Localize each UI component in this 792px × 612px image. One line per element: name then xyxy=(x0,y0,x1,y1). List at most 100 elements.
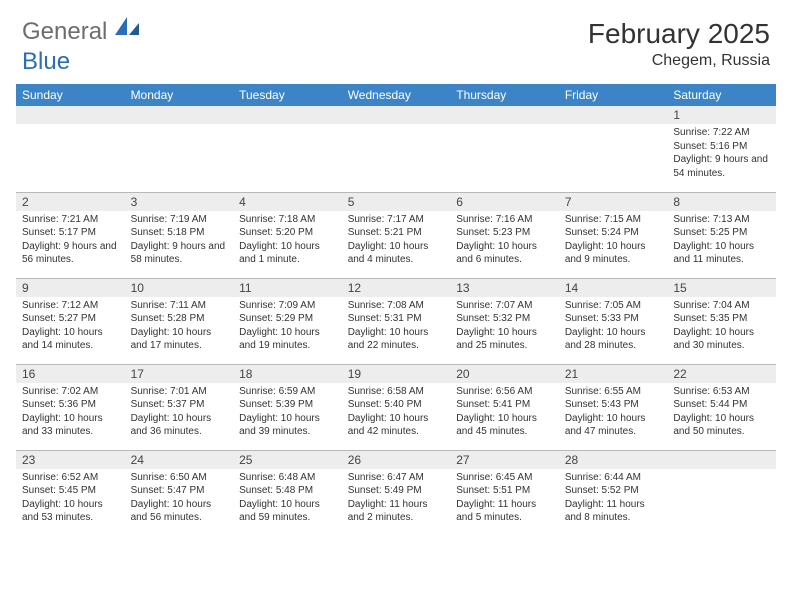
day-info: Sunrise: 7:11 AMSunset: 5:28 PMDaylight:… xyxy=(125,297,234,357)
week-row: 23Sunrise: 6:52 AMSunset: 5:45 PMDayligh… xyxy=(16,450,776,536)
day-number: 24 xyxy=(125,451,234,469)
day-info: Sunrise: 7:08 AMSunset: 5:31 PMDaylight:… xyxy=(342,297,451,357)
day-number: 6 xyxy=(450,193,559,211)
day-info: Sunrise: 6:47 AMSunset: 5:49 PMDaylight:… xyxy=(342,469,451,529)
day-cell: . xyxy=(233,106,342,192)
day-cell: 5Sunrise: 7:17 AMSunset: 5:21 PMDaylight… xyxy=(342,192,451,278)
day-cell: 19Sunrise: 6:58 AMSunset: 5:40 PMDayligh… xyxy=(342,364,451,450)
day-number: 1 xyxy=(667,106,776,124)
day-info: Sunrise: 7:13 AMSunset: 5:25 PMDaylight:… xyxy=(667,211,776,271)
day-header: Tuesday xyxy=(233,84,342,106)
day-cell: 11Sunrise: 7:09 AMSunset: 5:29 PMDayligh… xyxy=(233,278,342,364)
day-number: . xyxy=(125,106,234,124)
day-number: 15 xyxy=(667,279,776,297)
day-cell: 9Sunrise: 7:12 AMSunset: 5:27 PMDaylight… xyxy=(16,278,125,364)
logo-sail-icon xyxy=(113,15,141,42)
day-cell: . xyxy=(450,106,559,192)
day-info: Sunrise: 6:56 AMSunset: 5:41 PMDaylight:… xyxy=(450,383,559,443)
day-cell: . xyxy=(667,450,776,536)
day-cell: 21Sunrise: 6:55 AMSunset: 5:43 PMDayligh… xyxy=(559,364,668,450)
day-number: 25 xyxy=(233,451,342,469)
day-info: Sunrise: 7:05 AMSunset: 5:33 PMDaylight:… xyxy=(559,297,668,357)
day-cell: 25Sunrise: 6:48 AMSunset: 5:48 PMDayligh… xyxy=(233,450,342,536)
day-number: 13 xyxy=(450,279,559,297)
header: General February 2025 Chegem, Russia xyxy=(0,0,792,78)
day-cell: 15Sunrise: 7:04 AMSunset: 5:35 PMDayligh… xyxy=(667,278,776,364)
logo-text-general: General xyxy=(22,18,107,46)
day-cell: . xyxy=(559,106,668,192)
day-header: Monday xyxy=(125,84,234,106)
day-cell: 24Sunrise: 6:50 AMSunset: 5:47 PMDayligh… xyxy=(125,450,234,536)
week-row: ......1Sunrise: 7:22 AMSunset: 5:16 PMDa… xyxy=(16,106,776,192)
week-row: 2Sunrise: 7:21 AMSunset: 5:17 PMDaylight… xyxy=(16,192,776,278)
day-cell: . xyxy=(16,106,125,192)
day-number: 8 xyxy=(667,193,776,211)
calendar-table: Sunday Monday Tuesday Wednesday Thursday… xyxy=(16,84,776,536)
day-header: Friday xyxy=(559,84,668,106)
month-year: February 2025 xyxy=(588,18,770,50)
day-info: Sunrise: 6:44 AMSunset: 5:52 PMDaylight:… xyxy=(559,469,668,529)
logo-text-blue: Blue xyxy=(22,48,70,75)
week-row: 9Sunrise: 7:12 AMSunset: 5:27 PMDaylight… xyxy=(16,278,776,364)
location: Chegem, Russia xyxy=(588,52,770,70)
day-number: 28 xyxy=(559,451,668,469)
day-number: 4 xyxy=(233,193,342,211)
day-info: Sunrise: 6:55 AMSunset: 5:43 PMDaylight:… xyxy=(559,383,668,443)
day-cell: 4Sunrise: 7:18 AMSunset: 5:20 PMDaylight… xyxy=(233,192,342,278)
day-cell: 7Sunrise: 7:15 AMSunset: 5:24 PMDaylight… xyxy=(559,192,668,278)
day-header: Wednesday xyxy=(342,84,451,106)
day-cell: 28Sunrise: 6:44 AMSunset: 5:52 PMDayligh… xyxy=(559,450,668,536)
week-row: 16Sunrise: 7:02 AMSunset: 5:36 PMDayligh… xyxy=(16,364,776,450)
day-cell: 13Sunrise: 7:07 AMSunset: 5:32 PMDayligh… xyxy=(450,278,559,364)
day-info: Sunrise: 7:07 AMSunset: 5:32 PMDaylight:… xyxy=(450,297,559,357)
day-number: 17 xyxy=(125,365,234,383)
day-info: Sunrise: 6:50 AMSunset: 5:47 PMDaylight:… xyxy=(125,469,234,529)
day-info: Sunrise: 7:19 AMSunset: 5:18 PMDaylight:… xyxy=(125,211,234,271)
day-cell: 27Sunrise: 6:45 AMSunset: 5:51 PMDayligh… xyxy=(450,450,559,536)
day-number: 27 xyxy=(450,451,559,469)
day-cell: 23Sunrise: 6:52 AMSunset: 5:45 PMDayligh… xyxy=(16,450,125,536)
day-info: Sunrise: 7:21 AMSunset: 5:17 PMDaylight:… xyxy=(16,211,125,271)
day-number: 12 xyxy=(342,279,451,297)
day-number: . xyxy=(342,106,451,124)
day-cell: 2Sunrise: 7:21 AMSunset: 5:17 PMDaylight… xyxy=(16,192,125,278)
day-number: 5 xyxy=(342,193,451,211)
day-info: Sunrise: 6:52 AMSunset: 5:45 PMDaylight:… xyxy=(16,469,125,529)
day-cell: 12Sunrise: 7:08 AMSunset: 5:31 PMDayligh… xyxy=(342,278,451,364)
day-info: Sunrise: 7:09 AMSunset: 5:29 PMDaylight:… xyxy=(233,297,342,357)
day-cell: 1Sunrise: 7:22 AMSunset: 5:16 PMDaylight… xyxy=(667,106,776,192)
day-number: . xyxy=(233,106,342,124)
day-header-row: Sunday Monday Tuesday Wednesday Thursday… xyxy=(16,84,776,106)
day-number: 10 xyxy=(125,279,234,297)
day-info: Sunrise: 6:53 AMSunset: 5:44 PMDaylight:… xyxy=(667,383,776,443)
day-header: Saturday xyxy=(667,84,776,106)
day-cell: 17Sunrise: 7:01 AMSunset: 5:37 PMDayligh… xyxy=(125,364,234,450)
day-info: Sunrise: 7:16 AMSunset: 5:23 PMDaylight:… xyxy=(450,211,559,271)
day-cell: . xyxy=(125,106,234,192)
day-info: Sunrise: 7:17 AMSunset: 5:21 PMDaylight:… xyxy=(342,211,451,271)
day-number: 19 xyxy=(342,365,451,383)
day-cell: 6Sunrise: 7:16 AMSunset: 5:23 PMDaylight… xyxy=(450,192,559,278)
day-number: . xyxy=(450,106,559,124)
day-info: Sunrise: 7:15 AMSunset: 5:24 PMDaylight:… xyxy=(559,211,668,271)
day-info: Sunrise: 6:59 AMSunset: 5:39 PMDaylight:… xyxy=(233,383,342,443)
day-number: 16 xyxy=(16,365,125,383)
day-cell: 8Sunrise: 7:13 AMSunset: 5:25 PMDaylight… xyxy=(667,192,776,278)
day-number: 20 xyxy=(450,365,559,383)
day-cell: 14Sunrise: 7:05 AMSunset: 5:33 PMDayligh… xyxy=(559,278,668,364)
day-info: Sunrise: 7:18 AMSunset: 5:20 PMDaylight:… xyxy=(233,211,342,271)
day-cell: 20Sunrise: 6:56 AMSunset: 5:41 PMDayligh… xyxy=(450,364,559,450)
day-number: 26 xyxy=(342,451,451,469)
day-number: . xyxy=(16,106,125,124)
day-cell: . xyxy=(342,106,451,192)
day-number: 14 xyxy=(559,279,668,297)
day-info: Sunrise: 7:02 AMSunset: 5:36 PMDaylight:… xyxy=(16,383,125,443)
day-info: Sunrise: 6:58 AMSunset: 5:40 PMDaylight:… xyxy=(342,383,451,443)
day-number: 11 xyxy=(233,279,342,297)
logo: General xyxy=(22,18,143,46)
day-number: 22 xyxy=(667,365,776,383)
day-info: Sunrise: 7:12 AMSunset: 5:27 PMDaylight:… xyxy=(16,297,125,357)
day-number: 23 xyxy=(16,451,125,469)
day-number: 9 xyxy=(16,279,125,297)
day-header: Thursday xyxy=(450,84,559,106)
